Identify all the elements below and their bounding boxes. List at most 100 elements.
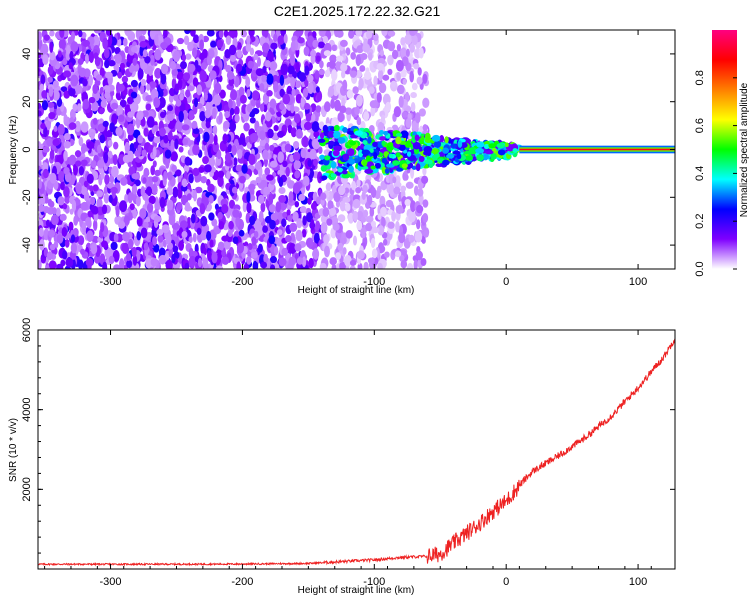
spectrogram-cell (181, 178, 188, 188)
spectrogram-cell (422, 199, 429, 208)
spectrogram-cell (318, 69, 325, 76)
spectrogram-cell (345, 230, 353, 239)
spectrogram-cell (154, 67, 162, 79)
spectrogram-cell (43, 34, 50, 41)
spectrogram-cell (243, 263, 249, 269)
spectrogram-cell (224, 49, 231, 59)
spectrogram-cell (311, 121, 320, 133)
spectrogram-cell (62, 203, 68, 210)
spectrogram-cell (104, 59, 110, 69)
spectrogram-cell (41, 89, 48, 99)
spectrogram-cell (48, 260, 57, 269)
spectrogram-cell (48, 112, 56, 120)
spectrogram-cell (191, 120, 198, 129)
spectrogram-cell (269, 98, 277, 109)
spectrogram-cell (475, 147, 485, 154)
spectrogram-cell (369, 148, 374, 154)
spectrogram-cell (140, 30, 147, 36)
spectrogram-cell (302, 88, 309, 98)
spectrogram-cell (154, 34, 159, 46)
spectrogram-cell (360, 216, 366, 223)
spectrogram-cell (140, 185, 145, 197)
spectrogram-cell (157, 235, 164, 243)
spectrogram-cell (268, 203, 276, 213)
spectrogram-cell (326, 218, 333, 226)
spectrogram-cell (171, 68, 179, 77)
spectrogram-cell (58, 38, 67, 51)
spectrogram-cell (396, 167, 403, 172)
spectrogram-cell (139, 207, 147, 219)
y-tick-label: -20 (21, 189, 33, 205)
spectrogram-cell (392, 160, 400, 166)
spectrogram-cell (150, 54, 155, 66)
spectrogram-cell (422, 212, 429, 223)
spectrogram-cell (258, 210, 264, 223)
spectrogram-cell (279, 102, 285, 111)
spectrogram-cell (370, 237, 376, 249)
spectrogram-cell (154, 49, 162, 61)
spectrogram-cell (356, 117, 362, 126)
spectrogram-cell (38, 227, 44, 238)
spectrogram-cell (131, 246, 137, 258)
spectrogram-cell (139, 40, 148, 48)
snr-y-axis: 2000 4000 6000 (21, 318, 675, 554)
spectrogram-cell (342, 79, 348, 91)
spectrogram-cell (38, 178, 42, 190)
spectrogram-cell (225, 35, 232, 45)
spectrogram-cell (416, 204, 424, 214)
spectrogram-cell (337, 242, 344, 252)
spectrogram-cell (387, 221, 395, 229)
spectrogram-cell (410, 92, 417, 99)
spectrogram-cell (202, 247, 208, 256)
spectrogram-cell (56, 234, 64, 244)
spectrogram-cell (126, 259, 133, 269)
spectrogram-cell (230, 89, 238, 101)
spectrogram-cell (327, 86, 335, 97)
spectrogram-cell (108, 35, 113, 46)
spectrogram-cell (148, 195, 156, 205)
spectrogram-cell (86, 230, 94, 242)
spectrogram-cell (176, 37, 185, 45)
spectrogram-cell (395, 136, 402, 145)
spectrogram-cell (210, 40, 217, 48)
spectrogram-cell (141, 149, 147, 157)
spectrogram-cell (178, 110, 184, 123)
spectrogram-cell (253, 53, 259, 61)
spectrogram-cell (263, 104, 268, 113)
spectrogram-cell (352, 235, 358, 246)
spectrogram-cell (413, 62, 420, 70)
spectrogram-cell (439, 135, 445, 143)
spectrogram-cell (384, 251, 390, 258)
spectrogram-cell (270, 212, 278, 222)
spectrogram-cell (176, 71, 185, 81)
spectrogram-cell (261, 30, 269, 38)
spectrogram-cell (57, 196, 65, 206)
y-tick-label: 2000 (21, 477, 33, 501)
spectrogram-cell (172, 151, 178, 162)
spectrogram-cell (400, 185, 407, 192)
spectrogram-cell (241, 164, 248, 174)
spectrogram-cell (117, 71, 123, 79)
spectrogram-cell (108, 194, 113, 204)
spectrogram-cell (74, 150, 82, 158)
spectrogram-cell (138, 35, 144, 43)
spectrogram-cell (289, 242, 296, 255)
colorbar-tick-label: 0.0 (694, 261, 706, 276)
spectrogram-cell (102, 261, 108, 269)
spectrogram-cell (446, 153, 455, 159)
spectrogram-cell (293, 160, 300, 171)
colorbar-gradient (712, 30, 737, 269)
spectrogram-cell (333, 130, 341, 139)
spectrogram-cell (315, 105, 322, 113)
spectrogram-cell (363, 144, 373, 152)
spectrogram-cell (124, 141, 130, 154)
snr-x-label: Height of straight line (km) (298, 585, 415, 596)
spectrogram-cell (49, 149, 55, 160)
spectrogram-cell (329, 257, 337, 266)
spectrogram-cell (47, 65, 54, 75)
spectrogram-cell (61, 227, 68, 237)
spectrogram-cell (312, 39, 319, 48)
spectrogram-cells (38, 30, 675, 269)
spectrogram-cell (261, 149, 269, 160)
spectrogram-cell (71, 199, 77, 212)
